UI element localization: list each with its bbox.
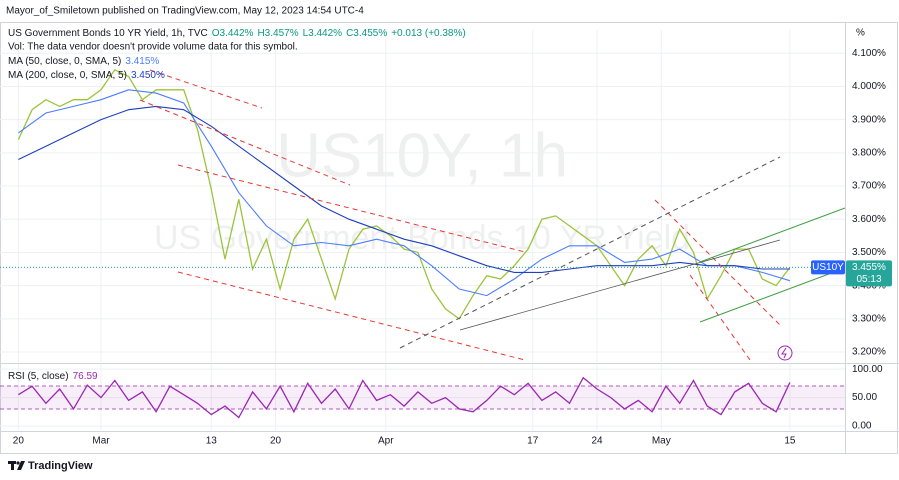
y-tick-label: 50.00 (852, 392, 877, 403)
channel-line (699, 207, 846, 263)
trend-line (177, 271, 526, 361)
x-tick-label: 13 (206, 436, 218, 447)
y-tick-label: 3.600% (852, 214, 886, 225)
channel-line (399, 156, 781, 349)
trend-line (149, 69, 263, 109)
volume-note: Vol: The data vendor doesn't provide vol… (8, 42, 298, 53)
x-tick-label: 15 (784, 436, 796, 447)
quote-value: H3.457% (257, 28, 298, 39)
x-tick-label: 24 (591, 436, 603, 447)
legend-entry: MA (50, close, 0, SMA, 5) 3.415% (8, 56, 159, 67)
x-tick-label: May (652, 436, 671, 447)
legend-name: MA (200, close, 0, SMA, 5) (8, 70, 127, 81)
legend-title: US Government Bonds 10 YR Yield, 1h, TVC… (8, 28, 466, 39)
quote-value: L3.442% (303, 28, 343, 39)
x-tick-label: 17 (527, 436, 539, 447)
symbol-tag: US10Y (812, 262, 844, 273)
legend: US Government Bonds 10 YR Yield, 1h, TVC… (8, 28, 466, 382)
y-axis-unit: % (856, 28, 865, 39)
price-tag-bg (846, 260, 892, 287)
watermark-symbol: US10Y, 1h (276, 121, 568, 190)
y-tick-label: 100.00 (852, 364, 883, 375)
x-tick-label: Apr (378, 436, 394, 447)
x-tick-label: Mar (92, 436, 110, 447)
quote-value: +0.013 (+0.38%) (391, 28, 466, 39)
drawings (139, 69, 846, 361)
series-line (18, 89, 791, 297)
y-tick-label: 3.300% (852, 313, 886, 324)
legend-value: 3.415% (125, 56, 159, 67)
y-tick-label: 3.800% (852, 147, 886, 158)
channel-line (699, 267, 846, 323)
quote-value: O3.442% (212, 28, 254, 39)
trend-line (654, 199, 781, 326)
legend-name: MA (50, close, 0, SMA, 5) (8, 56, 121, 67)
plot-area (0, 30, 845, 430)
series-line (17, 68, 791, 320)
legend-entry: MA (200, close, 0, SMA, 5) 3.450% (8, 70, 165, 81)
y-tick-label: 3.900% (852, 114, 886, 125)
symbol-tag-bg (811, 260, 845, 275)
series-line (18, 105, 790, 273)
series-line (18, 376, 791, 419)
legend-value: 3.450% (131, 70, 165, 81)
trend-line (177, 164, 526, 253)
y-tick-label: 4.100% (852, 48, 886, 59)
y-tick-label: 3.500% (852, 247, 886, 258)
alert-icon[interactable] (777, 345, 793, 361)
channel-line (459, 239, 781, 331)
x-tick-label: 20 (270, 436, 282, 447)
rsi-band (0, 386, 845, 409)
countdown: 05:13 (856, 274, 881, 285)
watermark-name: US Government Bonds 10 YR Yield (154, 219, 690, 257)
x-tick-label: 20 (13, 436, 25, 447)
rsi-title: RSI (5, close) (8, 371, 69, 382)
y-tick-label: 0.00 (852, 421, 872, 432)
symbol-title: US Government Bonds 10 YR Yield, 1h, TVC (8, 28, 208, 39)
footer-brand: TradingView (28, 460, 93, 472)
publisher: Mayor_of_Smiletown published on TradingV… (6, 6, 364, 17)
y-tick-label: 4.000% (852, 81, 886, 92)
chart-frame (0, 22, 898, 454)
price-tag: 3.455% (852, 262, 886, 273)
y-tick-label: 3.700% (852, 181, 886, 192)
logo-part (17, 461, 25, 470)
alert-icon-bolt (781, 347, 787, 359)
y-tick-label: 3.200% (852, 347, 886, 358)
quote-value: C3.455% (346, 28, 387, 39)
logo-part (16, 461, 20, 465)
rsi-value: 76.59 (73, 371, 98, 382)
footer-logo (8, 461, 25, 470)
logo-part (11, 461, 14, 470)
trend-line (139, 99, 351, 186)
rsi-legend: RSI (5, close) 76.59 (8, 371, 98, 382)
